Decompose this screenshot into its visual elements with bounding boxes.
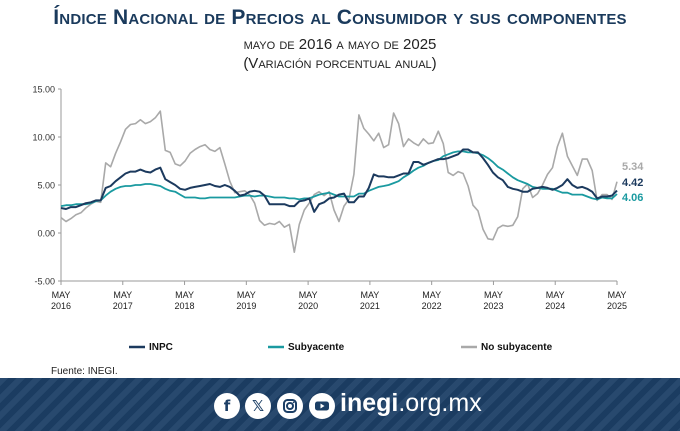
y-tick-label: -5.00 (34, 277, 55, 287)
x-tick-year: 2016 (51, 301, 71, 311)
end-label-subyacente: 4.06 (622, 192, 643, 204)
x-tick-month: MAY (484, 290, 503, 300)
x-tick-month: MAY (237, 290, 256, 300)
facebook-icon[interactable]: f (214, 393, 240, 419)
x-tick-month: MAY (52, 290, 71, 300)
x-tick-year: 2022 (422, 301, 442, 311)
source-note: Fuente: INEGI. (51, 366, 118, 377)
end-label-inpc: 4.42 (622, 177, 643, 189)
y-tick-label: 0.00 (37, 229, 55, 239)
instagram-icon[interactable] (277, 393, 303, 419)
legend-label-no_subyacente: No subyacente (481, 342, 553, 353)
x-tick-year: 2018 (175, 301, 195, 311)
x-tick-month: MAY (422, 290, 441, 300)
y-tick-label: 15.00 (32, 85, 55, 95)
x-tick-month: MAY (608, 290, 627, 300)
y-tick-label: 10.00 (32, 133, 55, 143)
x-icon[interactable]: 𝕏 (245, 393, 271, 419)
y-tick-label: 5.00 (37, 181, 55, 191)
website-link[interactable]: inegi.org.mx (340, 389, 482, 418)
x-tick-month: MAY (360, 290, 379, 300)
end-label-no_subyacente: 5.34 (622, 161, 644, 173)
series-line-inpc (60, 148, 618, 213)
chart-subtitle-period: mayo de 2016 a mayo de 2025 (243, 36, 437, 53)
x-tick-year: 2024 (545, 301, 565, 311)
chart-title: Índice Nacional de Precios al Consumidor… (53, 6, 627, 29)
x-tick-month: MAY (113, 290, 132, 300)
legend-label-subyacente: Subyacente (288, 342, 345, 353)
x-tick-year: 2020 (298, 301, 318, 311)
x-tick-year: 2021 (360, 301, 380, 311)
website-domain: inegi (340, 389, 399, 417)
x-tick-year: 2023 (483, 301, 503, 311)
x-tick-month: MAY (175, 290, 194, 300)
x-tick-month: MAY (299, 290, 318, 300)
series-line-no_subyacente (60, 110, 618, 253)
line-chart: 15.0010.005.000.00-5.00MAY2016MAY2017MAY… (32, 85, 644, 354)
website-tld: .org.mx (398, 389, 482, 417)
chart-subtitle-unit: (Variación porcentual anual) (243, 55, 437, 72)
x-tick-year: 2017 (113, 301, 133, 311)
x-tick-year: 2025 (607, 301, 627, 311)
youtube-icon[interactable] (309, 393, 335, 419)
series-line-subyacente (60, 150, 618, 207)
footer-bar: f 𝕏 inegi.org.mx (0, 378, 680, 431)
x-tick-month: MAY (546, 290, 565, 300)
x-tick-year: 2019 (236, 301, 256, 311)
legend-label-inpc: INPC (149, 342, 173, 353)
